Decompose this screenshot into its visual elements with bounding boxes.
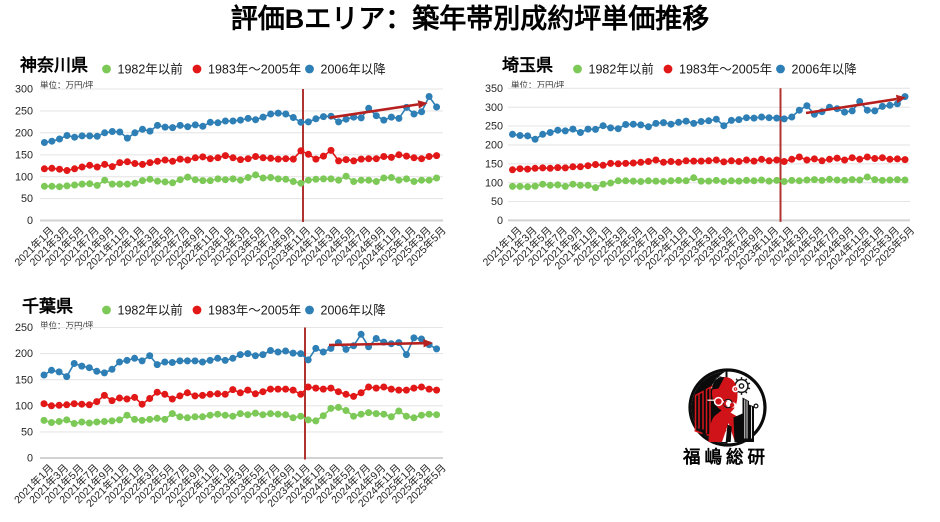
svg-text:1982年以前: 1982年以前 [118, 303, 183, 318]
svg-text:福嶋総研: 福嶋総研 [682, 447, 769, 467]
svg-text:200: 200 [485, 140, 503, 152]
svg-text:250: 250 [15, 106, 33, 118]
svg-text:50: 50 [21, 193, 33, 205]
svg-text:250: 250 [485, 121, 503, 133]
svg-text:2006年以降: 2006年以降 [321, 63, 387, 77]
svg-text:300: 300 [485, 102, 503, 114]
svg-text:250: 250 [15, 322, 33, 334]
svg-text:1982年以前: 1982年以前 [589, 62, 654, 77]
svg-text:千葉県: 千葉県 [22, 296, 73, 316]
svg-text:0: 0 [27, 215, 33, 227]
svg-text:50: 50 [491, 196, 503, 208]
svg-text:150: 150 [15, 149, 33, 161]
svg-text:1983年〜2005年: 1983年〜2005年 [679, 63, 772, 77]
svg-text:単位：万円/坪: 単位：万円/坪 [40, 321, 94, 331]
svg-text:1983年〜2005年: 1983年〜2005年 [208, 63, 301, 77]
svg-text:2006年以降: 2006年以降 [792, 63, 858, 77]
svg-text:200: 200 [15, 127, 33, 139]
svg-text:300: 300 [15, 84, 33, 96]
svg-text:50: 50 [21, 427, 33, 439]
svg-text:埼玉県: 埼玉県 [502, 55, 553, 75]
svg-text:単位：万円/坪: 単位：万円/坪 [511, 80, 565, 90]
svg-text:0: 0 [27, 453, 33, 465]
svg-text:神奈川県: 神奈川県 [20, 55, 88, 75]
svg-text:評価Bエリア：築年帯別成約坪単価推移: 評価Bエリア：築年帯別成約坪単価推移 [231, 3, 710, 34]
svg-text:150: 150 [15, 374, 33, 386]
svg-text:単位：万円/坪: 単位：万円/坪 [40, 80, 94, 90]
svg-text:200: 200 [15, 348, 33, 360]
svg-text:1982年以前: 1982年以前 [118, 62, 183, 77]
svg-text:1983年〜2005年: 1983年〜2005年 [208, 304, 301, 318]
svg-text:150: 150 [485, 158, 503, 170]
svg-text:350: 350 [485, 83, 503, 95]
svg-text:2006年以降: 2006年以降 [321, 304, 387, 318]
svg-text:100: 100 [485, 177, 503, 189]
svg-text:0: 0 [497, 215, 503, 227]
svg-text:100: 100 [15, 171, 33, 183]
svg-text:100: 100 [15, 400, 33, 412]
